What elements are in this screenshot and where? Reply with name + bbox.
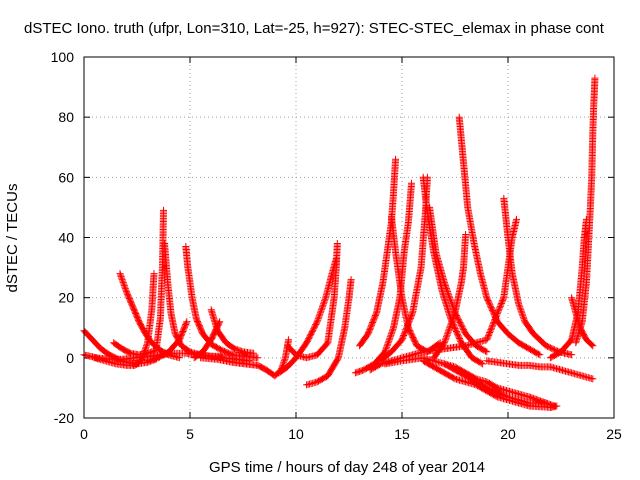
series-arc-30 xyxy=(546,215,590,362)
y-tick-label: 20 xyxy=(58,290,74,306)
y-tick-label: 0 xyxy=(66,350,74,366)
series-arc-11 xyxy=(197,336,293,380)
data-marks xyxy=(80,74,599,411)
data-points xyxy=(197,336,293,380)
data-points xyxy=(110,206,167,359)
series-arc-19 xyxy=(419,173,487,368)
series-arc-27 xyxy=(440,360,559,410)
data-points xyxy=(144,318,191,365)
data-points xyxy=(483,357,597,383)
series-arc-5 xyxy=(110,206,167,359)
series-arc-12 xyxy=(284,240,341,362)
data-points xyxy=(572,74,599,347)
chart-title: dSTEC Iono. truth (ufpr, Lon=310, Lat=-2… xyxy=(24,20,605,37)
x-tick-label: 20 xyxy=(500,426,516,442)
series-arc-28 xyxy=(483,357,597,383)
x-tick-label: 15 xyxy=(394,426,410,442)
x-axis-label: GPS time / hours of day 248 of year 2014 xyxy=(209,459,485,476)
x-tick-label: 25 xyxy=(606,426,622,442)
series-arc-13 xyxy=(275,255,340,377)
series-arc-10 xyxy=(207,306,258,357)
data-points xyxy=(440,360,559,410)
plot-frame xyxy=(83,56,615,419)
series-arc-24 xyxy=(500,194,576,359)
data-points xyxy=(207,306,258,357)
y-tick-label: 40 xyxy=(58,230,74,246)
data-points xyxy=(455,113,544,359)
data-points xyxy=(419,173,487,368)
series-arc-21 xyxy=(455,113,544,359)
data-points xyxy=(500,194,576,359)
y-tick-label: 100 xyxy=(51,49,75,65)
y-tick-label: -20 xyxy=(54,410,74,426)
series-arc-7 xyxy=(182,243,262,362)
axis-ticks: 0 5 10 15 20 25 -20 0 20 40 60 80 100 xyxy=(51,49,622,442)
series-arc-31 xyxy=(572,74,599,347)
series-arc-14 xyxy=(303,276,355,389)
data-points xyxy=(275,255,340,377)
y-tick-label: 60 xyxy=(58,169,74,185)
data-points xyxy=(303,276,355,389)
x-tick-label: 10 xyxy=(288,426,304,442)
data-points xyxy=(546,215,590,362)
x-tick-label: 0 xyxy=(80,426,88,442)
x-tick-label: 5 xyxy=(186,426,194,442)
y-axis-label: dSTEC / TECUs xyxy=(4,184,21,293)
data-points xyxy=(284,240,341,362)
series-arc-8 xyxy=(144,318,191,365)
data-points xyxy=(182,243,262,362)
y-tick-label: 80 xyxy=(58,109,74,125)
